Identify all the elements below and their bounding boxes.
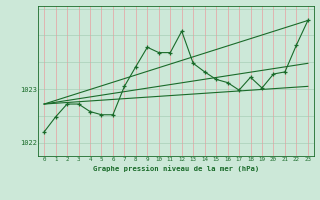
X-axis label: Graphe pression niveau de la mer (hPa): Graphe pression niveau de la mer (hPa) [93, 165, 259, 172]
